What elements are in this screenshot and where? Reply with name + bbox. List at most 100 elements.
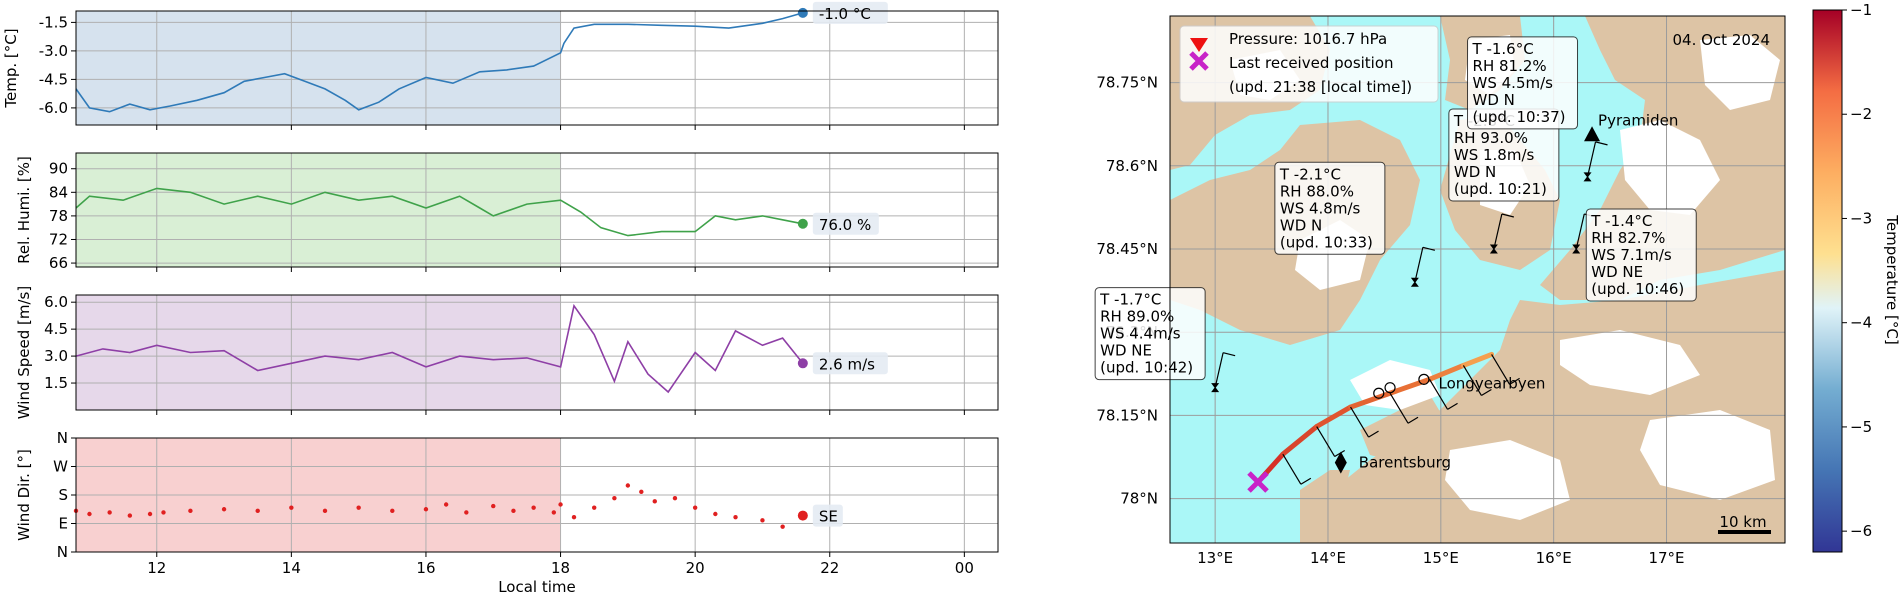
last-value-label: -1.0 °C <box>819 5 871 23</box>
series-line <box>75 187 803 237</box>
lat-tick-label: 78.75°N <box>1096 74 1158 92</box>
colorbar-tick-label: −4 <box>1850 314 1872 332</box>
wind-barb-flag <box>1447 402 1458 410</box>
colorbar-tick-label: −6 <box>1850 522 1872 540</box>
x-tick-label: 22 <box>820 559 839 577</box>
station-wind-barb <box>1575 213 1585 250</box>
wind-dir-point <box>760 518 765 523</box>
wind-dir-point <box>612 495 617 501</box>
station-info-line: (upd. 10:46) <box>1591 280 1684 298</box>
wind-dir-point <box>713 511 718 517</box>
place-label: Barentsburg <box>1359 454 1451 472</box>
colorbar-tick-label: −3 <box>1850 209 1872 227</box>
station-wind-barb <box>1214 352 1224 388</box>
station-info-line: (upd. 10:21) <box>1454 180 1547 198</box>
lat-tick-label: 78.15°N <box>1096 406 1158 424</box>
y-tick-label: E <box>59 515 68 533</box>
wind-dir-point <box>322 508 328 514</box>
last-value-box <box>812 212 879 235</box>
y-tick-label: -3.0 <box>39 42 68 60</box>
lon-tick-label: 16°E <box>1536 549 1572 567</box>
y-tick-label: 6.0 <box>44 293 68 311</box>
wind-dir-point <box>652 499 657 504</box>
wind-dir-point <box>464 510 469 515</box>
wind-dir-point <box>221 507 227 512</box>
wind-dir-point <box>255 508 260 514</box>
station-info-box <box>1094 287 1206 381</box>
station-info-line: WD NE <box>1100 342 1152 360</box>
station-info-line: RH 93.0% <box>1454 129 1528 147</box>
last-value-marker <box>797 358 808 369</box>
station: T -1.6°CRH 81.2%WS 4.5m/sWD N(upd. 10:37… <box>1467 36 1608 182</box>
station-info-line: T -1.6°C <box>1472 40 1534 58</box>
station-wind-barb-flag <box>1222 352 1236 357</box>
ice-field <box>1640 410 1775 500</box>
station-wind-barb-flag <box>1501 213 1515 218</box>
station-info-line: T -1.4°C <box>1590 212 1652 230</box>
wind-dir-point <box>87 511 92 517</box>
x-tick-label: 00 <box>955 559 974 577</box>
station-info-box <box>1467 36 1579 130</box>
last-position-marker <box>1247 471 1269 493</box>
wind-dir-point <box>188 508 193 514</box>
position-legend-icon <box>1189 51 1209 71</box>
wind-dir-point <box>491 503 496 509</box>
history-shade <box>76 295 561 410</box>
station-wind-barb-flag <box>1595 141 1608 146</box>
wind-dir-point <box>571 514 577 520</box>
panel-3: 6.0 4.5 3.0 1.5 2.6 m/s Wind Speed [m/s] <box>15 286 999 419</box>
last-value-box <box>812 352 888 375</box>
y-tick-label: 66 <box>49 254 68 272</box>
land-area <box>1360 395 1445 460</box>
scalebar-label: 10 km <box>1719 513 1766 531</box>
panel-frame <box>75 294 999 411</box>
station-wind-barb <box>1586 141 1597 178</box>
station-info-line: WD N <box>1454 163 1496 181</box>
y-tick-label: W <box>53 458 68 476</box>
place-label: Longyearbyen <box>1439 374 1546 392</box>
colorbar-label: Temperature [°C] <box>1883 214 1900 344</box>
wind-dir-point <box>551 510 557 515</box>
station-info-line: WS 4.8m/s <box>1280 199 1361 217</box>
series-line <box>75 12 804 113</box>
y-tick-label: N <box>57 543 68 561</box>
station-info-line: WD NE <box>1591 263 1643 281</box>
lat-tick-label: 78°N <box>1120 490 1158 508</box>
last-value-marker <box>797 7 808 18</box>
wind-barb-flag <box>1300 477 1312 485</box>
y-tick-label: 90 <box>49 160 68 178</box>
land-area <box>1300 470 1360 543</box>
wind-dir-point <box>356 505 361 510</box>
y-axis-label: Temp. [°C] <box>2 28 20 108</box>
history-shade <box>76 153 561 267</box>
wind-dir-point <box>780 524 785 529</box>
wind-dir-point <box>161 510 166 515</box>
map-date-label: 04. Oct 2024 <box>1673 31 1771 49</box>
lat-tick-label: 78.45°N <box>1096 240 1158 258</box>
station-wind-barb <box>1493 213 1503 250</box>
station-info-line: RH 88.0% <box>1280 182 1354 200</box>
y-tick-label: 4.5 <box>44 320 68 338</box>
y-tick-label: -4.5 <box>39 70 68 88</box>
station-info-line: WD N <box>1473 91 1515 109</box>
map-frame <box>1169 15 1786 544</box>
station-info-line: WS 4.5m/s <box>1473 74 1554 92</box>
wind-dir-point <box>423 507 429 512</box>
place-label: Pyramiden <box>1598 111 1678 129</box>
track-segment <box>1280 424 1320 457</box>
track-segment <box>1427 362 1466 382</box>
track-waypoint <box>1384 382 1396 394</box>
station-info-line: WS 1.8m/s <box>1454 146 1535 164</box>
wind-dir-point <box>390 508 395 514</box>
panel-1: -1.5 -3.0 -4.5 -6.0 -1.0 °C Temp. [°C] <box>2 1 999 130</box>
track-waypoint <box>1373 387 1385 399</box>
y-tick-label: S <box>58 486 68 504</box>
lon-tick-label: 14°E <box>1310 549 1346 567</box>
wind-barb <box>1429 379 1449 410</box>
wind-dir-point <box>639 489 644 495</box>
panel-2: 90 84 78 72 66 76.0 % Rel. Humi. [%] <box>15 152 999 272</box>
wind-barb-flag <box>1481 388 1492 396</box>
station-info-line: (upd. 10:37) <box>1473 108 1566 126</box>
